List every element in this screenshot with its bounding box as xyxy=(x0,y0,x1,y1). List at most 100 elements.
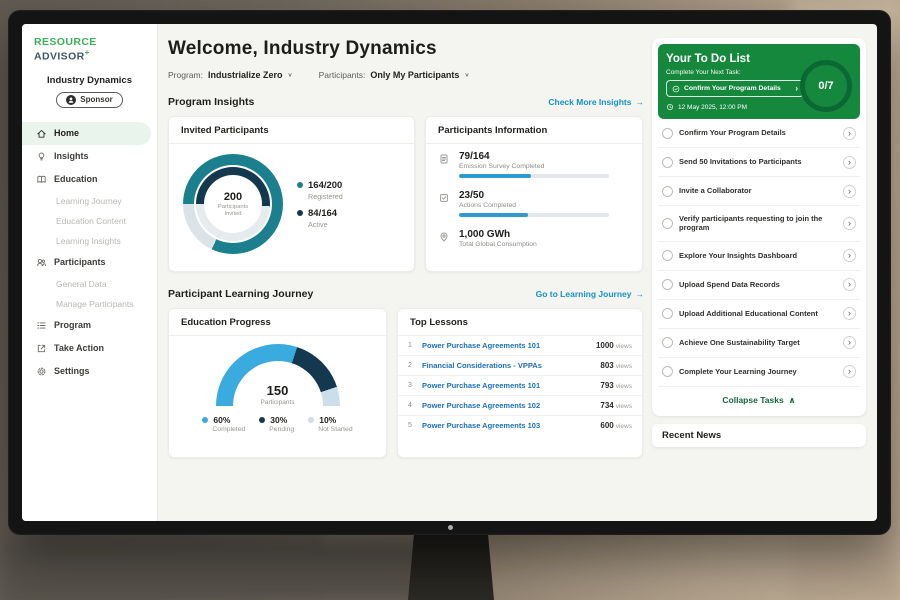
sidebar-item-settings[interactable]: Settings xyxy=(22,360,157,383)
chevron-right-icon[interactable]: › xyxy=(843,365,856,378)
task-label: Achieve One Sustainability Target xyxy=(679,337,800,347)
light-dot-icon xyxy=(308,417,315,423)
legend-completed: 60% Completed xyxy=(202,415,245,433)
donut-center: 200 Participants Invited xyxy=(204,175,262,233)
sponsor-badge: Sponsor xyxy=(56,91,123,108)
education-progress-card: Education Progress 150 Participants 60 xyxy=(168,308,387,458)
go-to-learning-journey-link[interactable]: Go to Learning Journey → xyxy=(536,289,644,299)
task-checkbox[interactable] xyxy=(662,250,673,261)
program-value: Industrialize Zero xyxy=(207,70,283,80)
sidebar-item-take-action[interactable]: Take Action xyxy=(22,337,157,360)
task-label: Upload Additional Educational Content xyxy=(679,308,818,318)
lesson-row: 1 Power Purchase Agreements 101 1000 view… xyxy=(398,336,642,356)
sidebar-item-label: Program xyxy=(54,320,92,330)
lesson-rank: 4 xyxy=(408,402,412,409)
sidebar-nav: Home Insights Education Learning Journey xyxy=(22,121,157,383)
task-checkbox[interactable] xyxy=(662,217,673,229)
task-checkbox[interactable] xyxy=(662,279,673,290)
sidebar-item-participants[interactable]: Participants xyxy=(22,251,157,274)
lesson-link[interactable]: Financial Considerations - VPPAs xyxy=(422,361,542,370)
task-checkbox[interactable] xyxy=(662,337,673,348)
collapse-label: Collapse Tasks xyxy=(722,395,784,405)
donut-center-value: 200 xyxy=(223,190,243,203)
task-row[interactable]: Confirm Your Program Details › xyxy=(658,119,860,148)
sidebar-item-program[interactable]: Program xyxy=(22,314,157,337)
task-row[interactable]: Complete Your Learning Journey › xyxy=(658,358,860,387)
participants-select[interactable]: Participants: Only My Participants ∨ xyxy=(319,70,470,80)
chevron-right-icon[interactable]: › xyxy=(843,155,856,169)
lesson-link[interactable]: Power Purchase Agreements 102 xyxy=(422,401,541,410)
logo-secondary: ADVISOR xyxy=(34,50,85,63)
lesson-rank: 5 xyxy=(408,422,412,429)
todo-title: Your To Do List xyxy=(666,53,750,65)
task-row[interactable]: Invite a Collaborator › xyxy=(658,177,860,206)
active-label: Active xyxy=(308,219,328,229)
invited-legend: 164/200 Registered 84/164 Active xyxy=(297,173,343,236)
task-checkbox[interactable] xyxy=(662,185,673,197)
task-label: Verify participants requesting to join t… xyxy=(679,213,823,233)
info-row-actions: 23/50 Actions Completed xyxy=(426,183,642,222)
task-label: Send 50 Invitations to Participants xyxy=(679,157,802,167)
link-label: Check More Insights xyxy=(548,97,632,107)
lesson-row: 4 Power Purchase Agreements 102 734 views xyxy=(398,396,642,416)
task-checkbox[interactable] xyxy=(662,127,673,139)
chevron-right-icon: › xyxy=(795,84,798,93)
task-checkbox[interactable] xyxy=(662,308,673,319)
external-action-icon xyxy=(36,343,47,354)
sidebar-item-education[interactable]: Education xyxy=(22,168,157,191)
education-gauge-chart: 150 Participants xyxy=(215,344,340,406)
check-more-insights-link[interactable]: Check More Insights → xyxy=(548,97,644,107)
chevron-right-icon[interactable]: › xyxy=(843,249,856,262)
info-row-consumption: 1,000 GWh Total Global Consumption xyxy=(426,222,642,253)
task-row[interactable]: Upload Additional Educational Content › xyxy=(658,300,860,329)
chevron-right-icon[interactable]: › xyxy=(843,336,856,349)
insights-icon xyxy=(36,151,47,162)
gauge-label: Participants xyxy=(260,399,295,406)
lesson-link[interactable]: Power Purchase Agreements 101 xyxy=(422,381,541,390)
lesson-link[interactable]: Power Purchase Agreements 101 xyxy=(422,341,541,350)
chevron-right-icon[interactable]: › xyxy=(843,216,856,230)
lesson-views-unit: views xyxy=(615,403,632,410)
task-row[interactable]: Achieve One Sustainability Target › xyxy=(658,329,860,358)
sponsor-badge-label: Sponsor xyxy=(80,95,113,104)
chevron-right-icon[interactable]: › xyxy=(843,184,856,198)
task-checkbox[interactable] xyxy=(662,156,673,168)
card-title: Invited Participants xyxy=(169,117,414,144)
sidebar-item-education-content[interactable]: Education Content xyxy=(22,211,157,231)
task-row[interactable]: Explore Your Insights Dashboard › xyxy=(658,242,860,271)
pin-icon xyxy=(438,231,450,248)
logo-primary: RESOURCE xyxy=(34,36,97,48)
info-value: 1,000 GWh xyxy=(459,229,511,240)
lesson-views-unit: views xyxy=(615,363,632,370)
invited-participants-card: Invited Participants 200 Participants In… xyxy=(168,116,415,272)
next-task-button[interactable]: Confirm Your Program Details › xyxy=(666,80,804,97)
sidebar-item-learning-insights[interactable]: Learning Insights xyxy=(22,231,157,251)
recent-news-header: Recent News xyxy=(652,423,866,447)
org-name: Industry Dynamics xyxy=(47,74,132,86)
legend-registered: 164/200 Registered xyxy=(297,180,343,201)
sidebar-item-manage-participants[interactable]: Manage Participants xyxy=(22,294,157,314)
active-value: 84/164 xyxy=(308,207,338,219)
recent-news-title: Recent News xyxy=(662,429,722,441)
chevron-right-icon[interactable]: › xyxy=(843,278,856,291)
program-select[interactable]: Program: Industrialize Zero ∨ xyxy=(168,70,293,80)
task-row[interactable]: Verify participants requesting to join t… xyxy=(658,206,860,242)
task-checkbox[interactable] xyxy=(662,366,673,377)
sidebar-item-home[interactable]: Home xyxy=(22,121,151,145)
sidebar-item-general-data[interactable]: General Data xyxy=(22,274,157,294)
chevron-right-icon[interactable]: › xyxy=(843,307,856,320)
lesson-rank: 3 xyxy=(408,382,412,389)
sidebar-item-insights[interactable]: Insights xyxy=(22,145,157,168)
sidebar-item-label: Insights xyxy=(54,151,89,161)
chevron-right-icon[interactable]: › xyxy=(843,126,856,140)
collapse-tasks-link[interactable]: Collapse Tasks ∧ xyxy=(658,387,860,410)
section-title: Program Insights xyxy=(168,96,255,108)
lesson-link[interactable]: Power Purchase Agreements 103 xyxy=(422,421,541,430)
page-title: Welcome, Industry Dynamics xyxy=(168,38,437,59)
sidebar-item-learning-journey[interactable]: Learning Journey xyxy=(22,191,157,211)
education-legend: 60% Completed 30% Pending 10% Not Starte… xyxy=(169,415,386,433)
info-label: Emission Survey Completed xyxy=(459,163,545,170)
legend-value: 10% xyxy=(319,415,337,425)
task-row[interactable]: Upload Spend Data Records › xyxy=(658,271,860,300)
task-row[interactable]: Send 50 Invitations to Participants › xyxy=(658,148,860,177)
